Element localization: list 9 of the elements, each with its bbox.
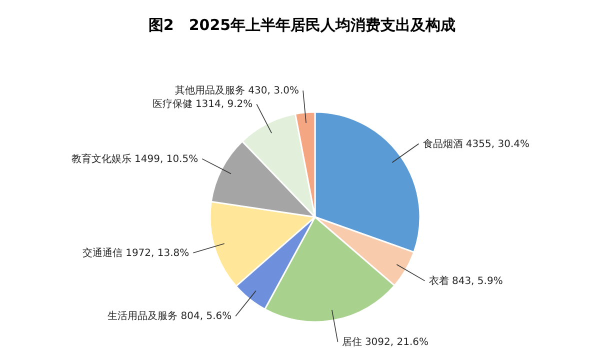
slice-label: 衣着 843, 5.9%: [428, 274, 503, 287]
slice-label: 教育文化娱乐 1499, 10.5%: [71, 152, 198, 165]
slice-label: 其他用品及服务 430, 3.0%: [174, 84, 300, 97]
slice-label: 交通通信 1972, 13.8%: [82, 246, 190, 259]
slice-label: 医疗保健 1314, 9.2%: [152, 98, 253, 110]
slice-label: 生活用品及服务 804, 5.6%: [108, 310, 232, 322]
chart-title: 图2 2025年上半年居民人均消费支出及构成: [148, 16, 456, 34]
slice-label: 食品烟酒 4355, 30.4%: [422, 138, 530, 150]
slice-label: 居住 3092, 21.6%: [342, 336, 429, 348]
